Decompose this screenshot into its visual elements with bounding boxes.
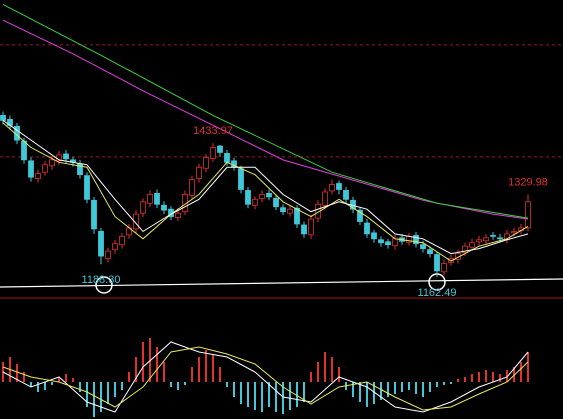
ma-line	[2, 122, 529, 262]
candle-body	[91, 199, 97, 230]
low-marker	[95, 276, 113, 294]
candle-body	[63, 153, 69, 160]
candle-body	[364, 222, 370, 235]
candle-body	[301, 224, 307, 235]
ma-line	[2, 19, 529, 220]
price-annotation: 1329.98	[508, 176, 548, 188]
candle-body	[84, 175, 90, 200]
candle-body	[210, 147, 216, 159]
ma-line	[2, 341, 529, 413]
candle-body	[189, 179, 195, 196]
candle-body	[119, 235, 125, 246]
candle-body	[371, 232, 377, 240]
candle-body	[259, 193, 265, 199]
candle-body	[112, 243, 118, 251]
candle-body	[483, 237, 489, 242]
candle-body	[322, 191, 328, 206]
candle-body	[203, 156, 209, 169]
candle-body	[343, 190, 349, 200]
candle-body	[266, 193, 272, 198]
candle-body	[245, 190, 251, 205]
candle-body	[490, 234, 496, 237]
candle-body	[469, 242, 475, 248]
candle-body	[357, 209, 363, 222]
candle-body	[28, 160, 34, 178]
candle-body	[35, 173, 41, 180]
ma-line	[2, 3, 529, 219]
candle-body	[252, 198, 258, 206]
candle-body	[21, 140, 27, 161]
price-annotation: 1162.49	[418, 287, 457, 299]
candle-body	[385, 241, 391, 246]
candle-body	[140, 201, 146, 214]
candle-body	[497, 237, 503, 240]
candle-body	[224, 153, 230, 163]
candle-body	[98, 230, 104, 257]
candle-body	[287, 208, 293, 214]
candle-body	[441, 263, 447, 273]
candle-body	[238, 168, 244, 190]
candle-body	[294, 207, 300, 225]
candle-body	[511, 230, 517, 234]
candle-body	[273, 197, 279, 208]
candle-body	[329, 184, 335, 192]
candle-body	[196, 166, 202, 180]
candle-body	[154, 193, 160, 205]
candle-body	[392, 238, 398, 247]
candle-body	[427, 249, 433, 254]
candle-body	[42, 164, 48, 173]
candle-body	[455, 253, 461, 260]
candle-body	[525, 201, 531, 229]
candle-body	[49, 159, 55, 167]
candle-body	[147, 193, 153, 204]
candle-body	[133, 213, 139, 230]
price-annotation: 1433.97	[193, 125, 233, 137]
candle-body	[378, 239, 384, 244]
ma-line	[2, 346, 529, 411]
candle-body	[0, 115, 6, 121]
candle-body	[434, 254, 440, 272]
candle-body	[105, 250, 111, 259]
candle-body	[280, 207, 286, 213]
candle-body	[217, 145, 223, 153]
candle-body	[476, 239, 482, 243]
candle-body	[420, 244, 426, 250]
support-line	[0, 278, 563, 288]
price-annotation: 1188.30	[82, 274, 121, 286]
candle-body	[308, 218, 314, 236]
candle-body	[336, 183, 342, 190]
candle-body	[413, 234, 419, 245]
candle-body	[175, 212, 181, 218]
candle-body	[161, 204, 167, 211]
ma-line	[2, 119, 529, 255]
candle-body	[462, 245, 468, 254]
